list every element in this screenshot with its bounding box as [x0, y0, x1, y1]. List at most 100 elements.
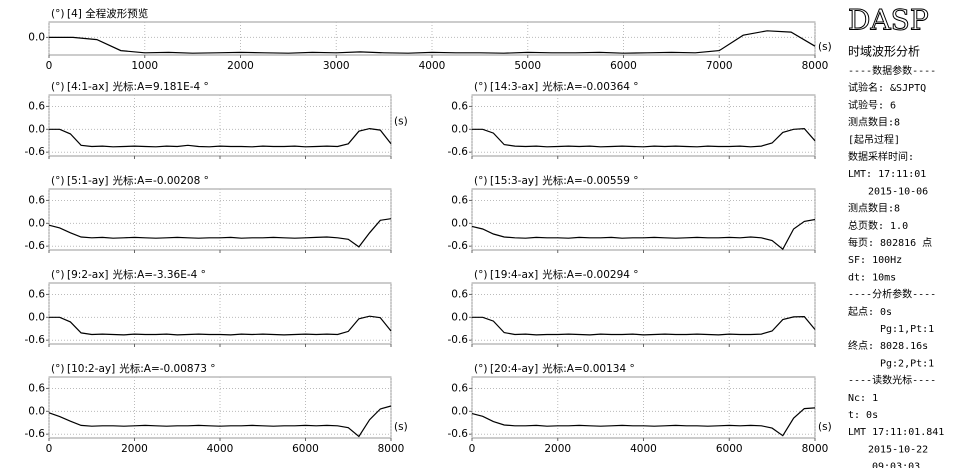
y-tick-label: -0.6 — [448, 146, 469, 158]
waveform — [49, 30, 816, 54]
y-unit: (°) — [474, 81, 487, 93]
panel-line: ----读数光标---- — [848, 374, 936, 387]
chart-title: [19:4-ax] — [490, 269, 538, 281]
panel-line: 数据采样时间: — [848, 150, 914, 163]
y-tick-label: 0.6 — [451, 382, 468, 394]
cursor-readout: 光标:A=-0.00559 ° — [542, 174, 638, 187]
chart-title: [14:3-ax] — [490, 81, 538, 93]
y-tick-label: 0.0 — [28, 311, 45, 323]
cursor-readout: 光标:A=9.181E-4 ° — [113, 80, 209, 93]
panel-line: 起点: 0s — [848, 306, 892, 318]
y-tick-label: 0.0 — [451, 311, 468, 323]
y-tick-label: 0.6 — [451, 100, 468, 112]
y-tick-label: 0.0 — [451, 123, 468, 135]
panel-line: 2015-10-06 — [868, 186, 928, 197]
y-tick-label: -0.6 — [25, 240, 46, 252]
x-tick-label: 4000 — [419, 60, 446, 72]
chart-title: [20:4-ay] — [490, 363, 538, 375]
chart-title: [5:1-ay] — [67, 175, 109, 187]
cursor-readout: 光标:A=-0.00208 ° — [113, 174, 209, 187]
x-unit: (s) — [818, 41, 832, 53]
y-tick-label: -0.6 — [448, 334, 469, 346]
y-unit: (°) — [51, 363, 64, 375]
waveform — [472, 127, 816, 148]
panel-line: [起吊过程] — [848, 133, 900, 146]
panel-line: ----分析参数---- — [848, 288, 936, 301]
y-tick-label: 0.6 — [28, 382, 45, 394]
waveform — [471, 218, 816, 251]
x-tick-label: 4000 — [630, 443, 657, 455]
panel-line: 测点数目:8 — [848, 116, 900, 129]
panel-line: 总页数: 1.0 — [848, 219, 908, 232]
logo: DASP — [848, 4, 929, 37]
y-unit: (°) — [51, 175, 64, 187]
panel-line: dt: 10ms — [848, 272, 896, 283]
x-unit: (s) — [818, 421, 832, 433]
cursor-readout: 光标:A=-0.00364 ° — [542, 80, 638, 93]
y-tick-label: -0.6 — [25, 334, 46, 346]
panel-line: LMT: 17:11:01 — [848, 169, 926, 180]
panel-line: 试验号: 6 — [848, 98, 896, 111]
y-tick-label: 0.0 — [28, 123, 45, 135]
y-tick-label: -0.6 — [25, 146, 46, 158]
chart-title: [4] 全程波形预览 — [67, 7, 148, 20]
y-tick-label: 0.0 — [451, 217, 468, 229]
chart-title: [9:2-ax] — [67, 269, 109, 281]
waveform — [48, 218, 392, 248]
x-tick-label: 3000 — [323, 60, 350, 72]
cursor-readout: 光标:A=-0.00294 ° — [542, 268, 638, 281]
panel-title: 时域波形分析 — [848, 45, 920, 59]
x-tick-label: 6000 — [716, 443, 743, 455]
x-tick-label: 8000 — [378, 443, 405, 455]
x-tick-label: 2000 — [121, 443, 148, 455]
waveform — [49, 315, 392, 336]
cursor-readout: 光标:A=0.00134 ° — [542, 362, 635, 375]
cursor-readout: 光标:A=-0.00873 ° — [119, 362, 215, 375]
y-tick-label: 0.0 — [28, 217, 45, 229]
x-tick-label: 8000 — [802, 60, 829, 72]
panel-line: 每页: 802816 点 — [848, 236, 932, 249]
panel-line: ----数据参数---- — [848, 64, 936, 77]
panel-line: Nc: 1 — [848, 393, 878, 404]
y-tick-label: 0.6 — [451, 194, 468, 206]
chart-title: [15:3-ay] — [490, 175, 538, 187]
y-tick-label: 0.0 — [28, 405, 45, 417]
y-tick-label: -0.6 — [448, 240, 469, 252]
x-tick-label: 0 — [46, 443, 53, 455]
x-unit: (s) — [394, 116, 408, 128]
x-tick-label: 4000 — [207, 443, 234, 455]
panel-line: Pg:2,Pt:1 — [880, 358, 934, 369]
x-tick-label: 2000 — [227, 60, 254, 72]
panel-line: 测点数目:8 — [848, 202, 900, 215]
x-tick-label: 8000 — [802, 443, 829, 455]
y-tick-label: 0.0 — [28, 31, 45, 43]
x-unit: (s) — [394, 421, 408, 433]
x-tick-label: 6000 — [292, 443, 319, 455]
waveform — [472, 315, 816, 336]
waveform — [48, 405, 392, 438]
x-tick-label: 7000 — [706, 60, 733, 72]
y-unit: (°) — [51, 81, 64, 93]
y-unit: (°) — [474, 175, 487, 187]
y-tick-label: -0.6 — [448, 428, 469, 440]
y-tick-label: -0.6 — [25, 428, 46, 440]
y-unit: (°) — [474, 269, 487, 281]
chart-title: [4:1-ax] — [67, 81, 109, 93]
panel-line: LMT 17:11:01.841 — [848, 427, 944, 438]
x-tick-label: 5000 — [514, 60, 541, 72]
x-tick-label: 6000 — [610, 60, 637, 72]
panel-line: 09:03:03 — [872, 462, 920, 468]
y-unit: (°) — [51, 8, 64, 20]
x-tick-label: 0 — [46, 60, 53, 72]
x-tick-label: 0 — [469, 443, 476, 455]
panel-line: 终点: 8028.16s — [848, 339, 928, 352]
waveform — [471, 407, 816, 437]
y-tick-label: 0.6 — [451, 288, 468, 300]
cursor-readout: 光标:A=-3.36E-4 ° — [113, 268, 206, 281]
panel-line: Pg:1,Pt:1 — [880, 324, 934, 335]
plot-area — [48, 21, 816, 56]
y-unit: (°) — [474, 363, 487, 375]
y-tick-label: 0.0 — [451, 405, 468, 417]
panel-line: t: 0s — [848, 410, 878, 421]
